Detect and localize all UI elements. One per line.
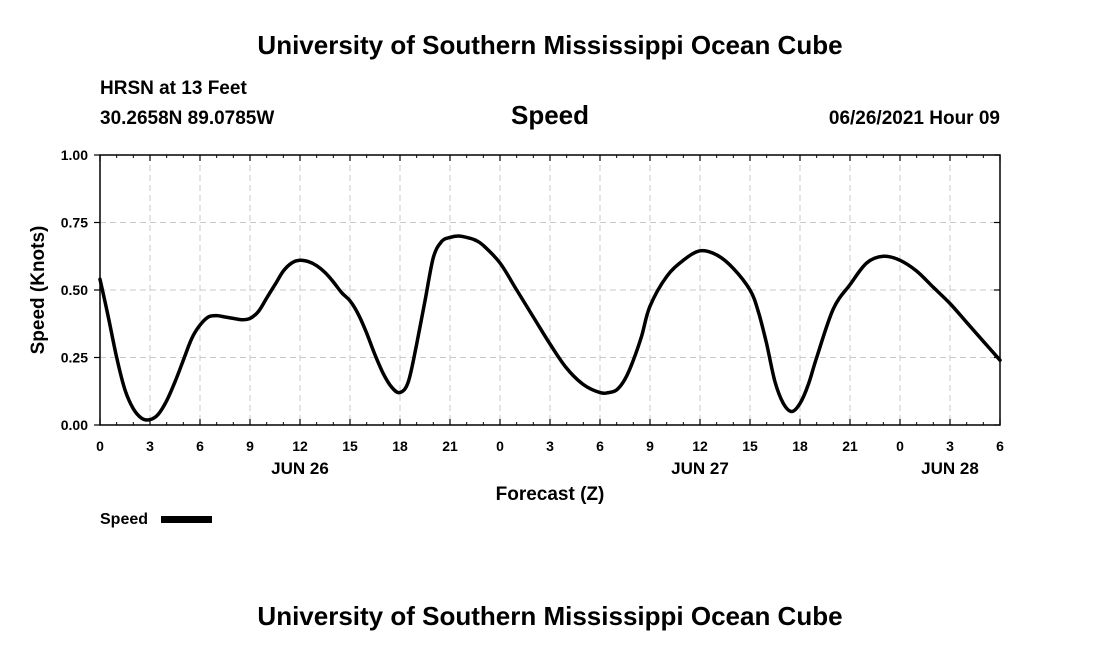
y-tick-label: 0.00	[61, 417, 88, 433]
y-tick-label: 1.00	[61, 147, 88, 163]
axis-ticks	[94, 154, 1001, 426]
x-axis-label: Forecast (Z)	[496, 484, 605, 505]
x-tick-label: 0	[896, 438, 904, 454]
x-tick-label: 15	[742, 438, 758, 454]
bottom-title: University of Southern Mississippi Ocean…	[257, 601, 842, 631]
x-tick-label: 6	[596, 438, 604, 454]
x-tick-labels: 0 3 6 9 12 15 18 21 0 3 6 9 12 15 18 21 0 3 6	[96, 438, 1004, 454]
x-tick-label: 15	[342, 438, 358, 454]
y-tick-label: 0.50	[61, 282, 88, 298]
x-tick-label: 9	[646, 438, 654, 454]
x-tick-label: 3	[946, 438, 954, 454]
date-label: JUN 26	[271, 459, 329, 478]
x-tick-label: 3	[546, 438, 554, 454]
grid	[100, 155, 1000, 425]
chart-title: Speed	[511, 100, 589, 130]
x-tick-label: 12	[692, 438, 708, 454]
date-labels: JUN 26 JUN 27 JUN 28	[271, 459, 979, 478]
x-tick-label: 0	[496, 438, 504, 454]
y-axis-label: Speed (Knots)	[28, 226, 49, 355]
coordinates-label: 30.2658N 89.0785W	[100, 108, 274, 129]
x-tick-label: 12	[292, 438, 308, 454]
speed-series-line	[98, 234, 1002, 422]
x-tick-label: 9	[246, 438, 254, 454]
station-label: HRSN at 13 Feet	[100, 78, 247, 99]
x-tick-label: 21	[442, 438, 458, 454]
x-tick-label: 6	[196, 438, 204, 454]
x-tick-label: 0	[96, 438, 104, 454]
x-tick-label: 6	[996, 438, 1004, 454]
legend-swatch	[161, 516, 212, 523]
x-tick-label: 18	[792, 438, 808, 454]
forecast-datetime: 06/26/2021 Hour 09	[829, 108, 1000, 129]
x-tick-label: 21	[842, 438, 858, 454]
y-tick-label: 0.75	[61, 215, 88, 231]
legend-label: Speed	[100, 511, 148, 528]
date-label: JUN 28	[921, 459, 979, 478]
y-tick-labels: 0.00 0.25 0.50 0.75 1.00	[61, 147, 88, 433]
top-title: University of Southern Mississippi Ocean…	[257, 30, 842, 60]
x-tick-label: 3	[146, 438, 154, 454]
date-label: JUN 27	[671, 459, 729, 478]
x-tick-label: 18	[392, 438, 408, 454]
y-tick-label: 0.25	[61, 350, 88, 366]
